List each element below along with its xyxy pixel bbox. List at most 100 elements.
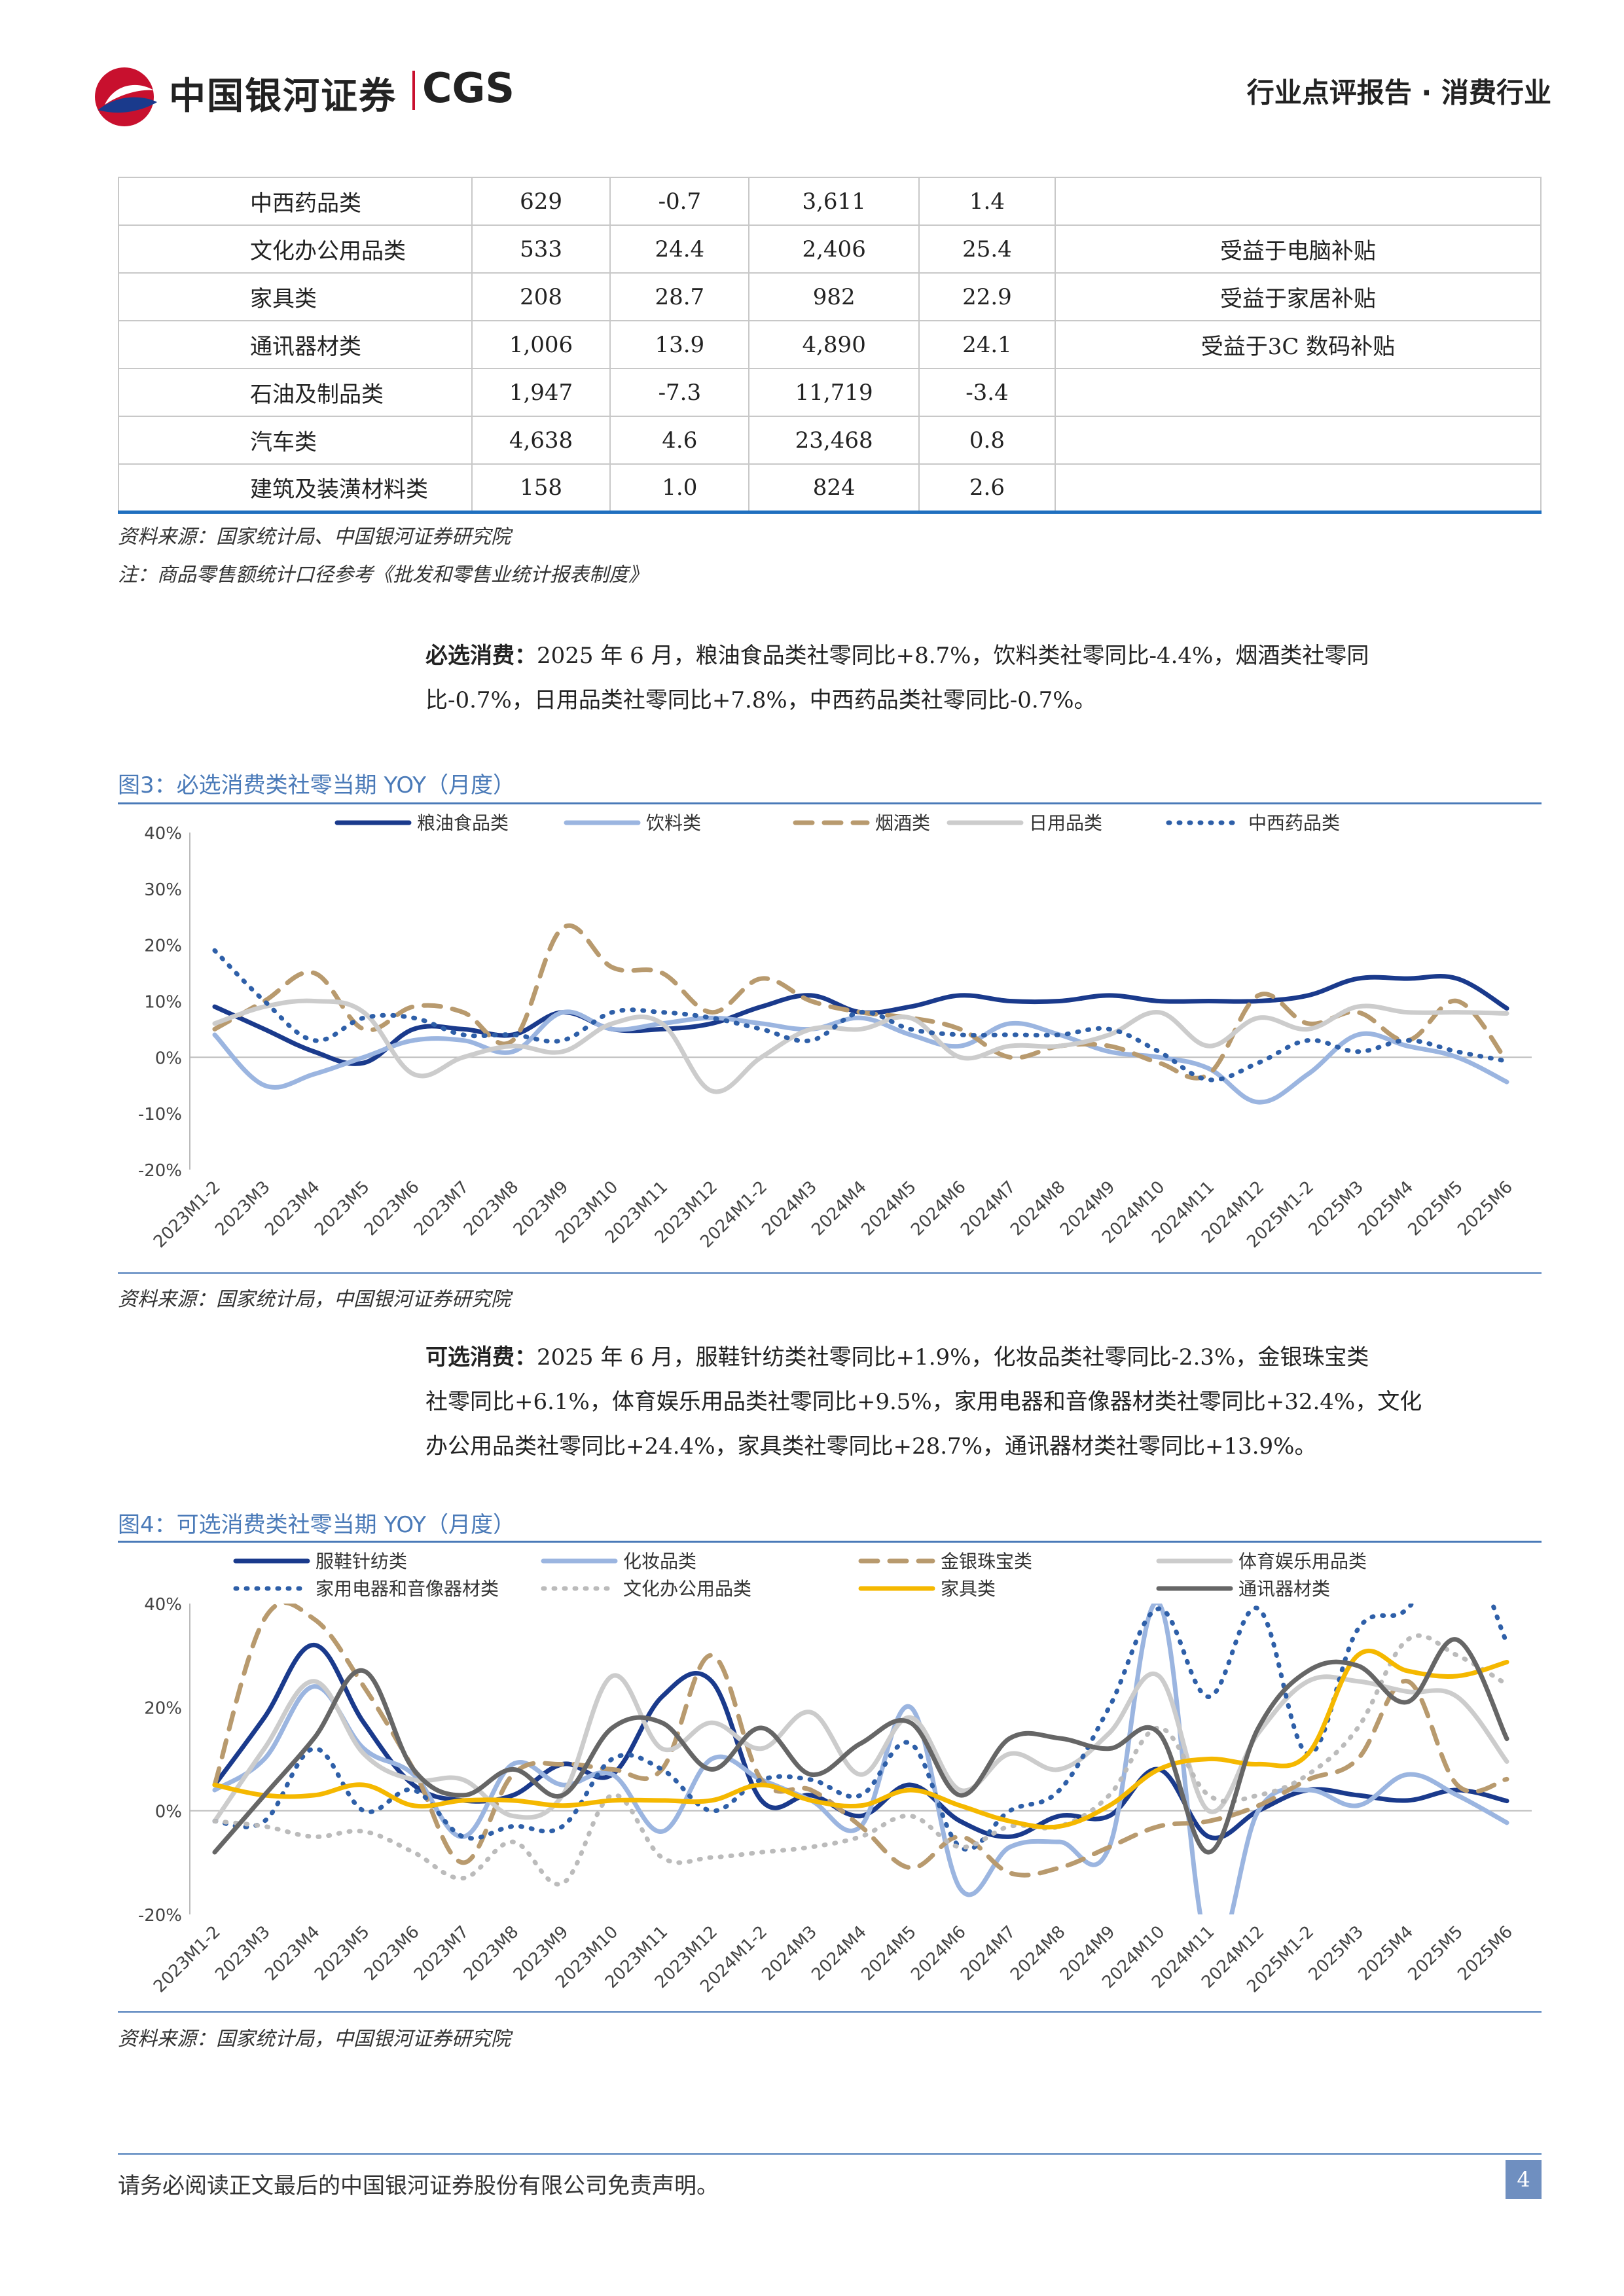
series-line (212, 948, 1509, 1083)
table-cell: 0.8 (918, 416, 1056, 465)
table-cell: 982 (748, 272, 920, 321)
y-tick-label: 0% (155, 1803, 182, 1822)
y-tick-label: 0% (155, 1049, 182, 1068)
paragraph-lead: 可选消费： (425, 1344, 537, 1371)
table-cell: 2,406 (748, 224, 920, 274)
x-tick-label: 2023M5 (311, 1922, 374, 1985)
table-cell: 25.4 (918, 224, 1056, 274)
paragraph-lead: 必选消费： (425, 643, 537, 669)
x-tick-label: 2023M4 (261, 1922, 324, 1985)
table-cell (1054, 368, 1542, 417)
legend-label: 通讯器材类 (1238, 1578, 1330, 1600)
x-tick-label: 2023M5 (311, 1177, 374, 1240)
x-tick-label: 2025M6 (1454, 1922, 1517, 1985)
x-tick-label: 2024M7 (957, 1177, 1020, 1240)
table-cell: 24.1 (918, 320, 1056, 369)
table-cell: -7.3 (609, 368, 750, 417)
x-tick-label: 2025M3 (1305, 1177, 1368, 1240)
x-tick-label: 2024M3 (758, 1922, 821, 1985)
figure-4-chart: 40%20%0%-20%2023M1-22023M32023M42023M520… (138, 1551, 1532, 1997)
series-line (212, 1672, 1509, 1823)
table-cell: 1,947 (471, 368, 611, 417)
table-cell: 28.7 (609, 272, 750, 321)
table-source: 资料来源：国家统计局、中国银河证券研究院 (118, 526, 511, 548)
table-cell: 石油及制品类 (118, 368, 473, 417)
table-cell: 24.4 (609, 224, 750, 274)
table-cell (1054, 416, 1542, 465)
figure-3-source: 资料来源：国家统计局，中国银河证券研究院 (118, 1288, 511, 1311)
legend-label: 金银珠宝类 (941, 1551, 1032, 1572)
x-tick-label: 2023M1-2 (150, 1177, 225, 1252)
series-group (212, 1604, 1509, 1914)
table-cell: 533 (471, 224, 611, 274)
table-cell: 受益于3C 数码补贴 (1054, 320, 1542, 369)
table-note: 注：商品零售额统计口径参考《批发和零售业统计报表制度》 (118, 564, 648, 586)
x-tick-label: 2023M8 (460, 1177, 523, 1240)
table-cell: 824 (748, 463, 920, 514)
x-tick-label: 2024M5 (857, 1177, 920, 1240)
table-cell: 11,719 (748, 368, 920, 417)
table-cell: 22.9 (918, 272, 1056, 321)
series-line (212, 1633, 1509, 1887)
x-tick-label: 2024M4 (808, 1922, 871, 1985)
table-cell (1054, 463, 1542, 514)
table-cell: 629 (471, 177, 611, 226)
table-cell: 汽车类 (118, 416, 473, 465)
table-cell: 1.4 (918, 177, 1056, 226)
table-row: 建筑及装潢材料类 158 1.0 824 2.6 (118, 463, 1542, 514)
legend-label: 家用电器和音像器材类 (316, 1578, 499, 1600)
figure-3-rule (118, 802, 1542, 804)
optional-consumption-paragraph-line3: 办公用品类社零同比+24.4%，家具类社零同比+28.7%，通讯器材类社零同比+… (425, 1424, 1542, 1469)
x-tick-label: 2023M7 (410, 1177, 473, 1240)
x-tick-label: 2023M4 (261, 1177, 324, 1240)
report-type: 行业点评报告 · 消费行业 (1246, 77, 1551, 109)
y-tick-label: 30% (144, 880, 182, 900)
table-cell: 建筑及装潢材料类 (118, 463, 473, 514)
y-tick-label: -10% (138, 1105, 182, 1124)
x-tick-label: 2023M8 (460, 1922, 523, 1985)
table-cell (1054, 177, 1542, 226)
paragraph-text: 比-0.7%，日用品类社零同比+7.8%，中西药品类社零同比-0.7%。 (425, 687, 1096, 713)
table-row: 汽车类 4,638 4.6 23,468 0.8 (118, 416, 1542, 465)
company-name-en: CGS (422, 64, 515, 112)
x-tick-label: 2024M6 (907, 1922, 970, 1985)
x-tick-label: 2025M4 (1355, 1177, 1418, 1240)
x-tick-label: 2023M1-2 (150, 1922, 225, 1997)
legend-label: 体育娱乐用品类 (1238, 1551, 1367, 1572)
footer-rule (118, 2153, 1542, 2155)
company-name-cn: 中国银河证券 (169, 75, 397, 118)
legend-label: 烟酒类 (875, 812, 930, 834)
x-tick-label: 2024M8 (1007, 1922, 1070, 1985)
figure-3-bottom-rule (118, 1272, 1542, 1274)
table-row: 石油及制品类 1,947 -7.3 11,719 -3.4 (118, 368, 1542, 417)
table-row: 通讯器材类 1,006 13.9 4,890 24.1 受益于3C 数码补贴 (118, 320, 1542, 369)
y-tick-label: -20% (138, 1906, 182, 1926)
essential-consumption-paragraph: 必选消费：2025 年 6 月，粮油食品类社零同比+8.7%，饮料类社零同比-4… (425, 634, 1542, 678)
paragraph-text: 2025 年 6 月，粮油食品类社零同比+8.7%，饮料类社零同比-4.4%，烟… (537, 643, 1369, 669)
legend-label: 化妆品类 (623, 1551, 696, 1572)
x-tick-label: 2024M5 (857, 1922, 920, 1985)
page-header: 中国银河证券 CGS 行业点评报告 · 消费行业 (92, 59, 1551, 126)
table-cell: 4.6 (609, 416, 750, 465)
series-group (212, 924, 1509, 1105)
x-tick-label: 2024M4 (808, 1177, 871, 1240)
x-tick-label: 2024M3 (758, 1177, 821, 1240)
x-tick-label: 2023M3 (211, 1922, 274, 1985)
disclaimer-text: 请务必阅读正文最后的中国银河证券股份有限公司免责声明。 (118, 2173, 719, 2199)
table-cell: 受益于电脑补贴 (1054, 224, 1542, 274)
figure-4-rule (118, 1541, 1542, 1543)
optional-consumption-paragraph: 可选消费：2025 年 6 月，服鞋针纺类社零同比+1.9%，化妆品类社零同比-… (425, 1335, 1542, 1380)
legend-label: 服鞋针纺类 (316, 1551, 407, 1572)
x-tick-label: 2025M6 (1454, 1177, 1517, 1240)
x-tick-label: 2024M8 (1007, 1177, 1070, 1240)
x-tick-label: 2025M3 (1305, 1922, 1368, 1985)
legend-label: 文化办公用品类 (623, 1578, 751, 1600)
table-cell: 3,611 (748, 177, 920, 226)
series-line (212, 924, 1509, 1081)
table-cell: 文化办公用品类 (118, 224, 473, 274)
table-cell: 13.9 (609, 320, 750, 369)
table-cell: 23,468 (748, 416, 920, 465)
table-cell: -3.4 (918, 368, 1056, 417)
essential-consumption-paragraph-cont: 比-0.7%，日用品类社零同比+7.8%，中西药品类社零同比-0.7%。 (425, 678, 1542, 723)
figure-4-source: 资料来源：国家统计局，中国银河证券研究院 (118, 2028, 511, 2051)
